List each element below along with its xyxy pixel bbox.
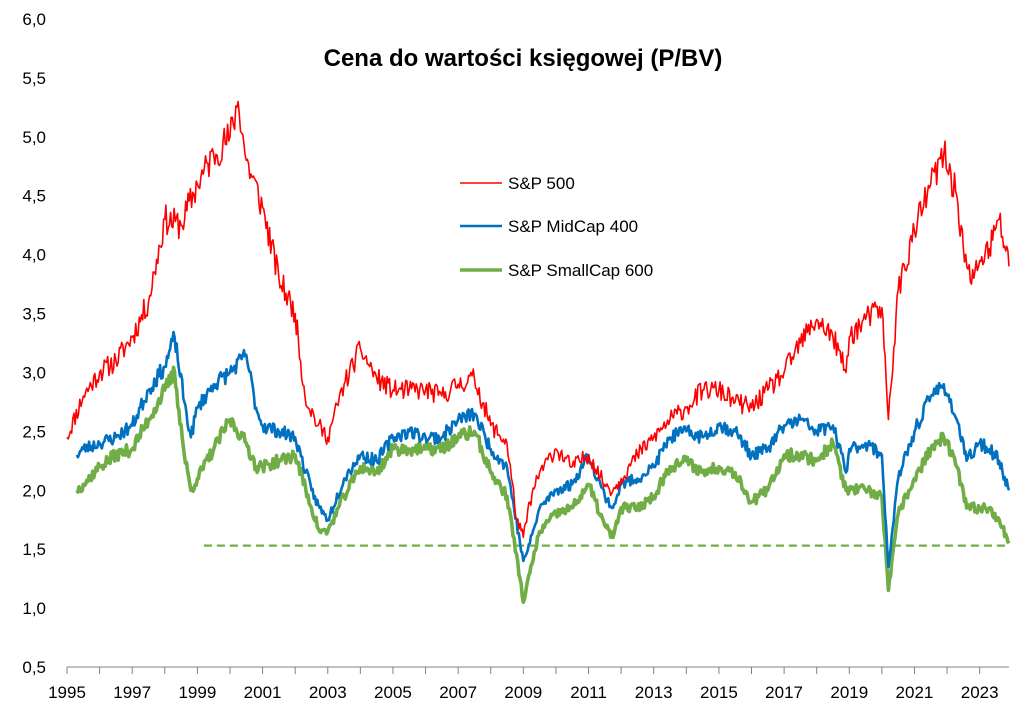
y-tick-label: 3,0 [22,363,46,382]
y-tick-label: 1,5 [22,540,46,559]
y-tick-label: 3,5 [22,305,46,324]
x-tick-label: 1997 [113,683,151,702]
x-tick-label: 2005 [374,683,412,702]
y-tick-label: 5,5 [22,69,46,88]
legend: S&P 500 S&P MidCap 400 S&P SmallCap 600 [460,174,653,280]
x-tick-label: 2011 [570,683,607,702]
series-group [66,100,1011,604]
legend-label: S&P MidCap 400 [508,217,638,236]
x-tick-label: 2009 [504,683,542,702]
y-tick-label: 4,0 [22,246,46,265]
y-tick-label: 2,5 [22,422,46,441]
x-tick-label: 2001 [244,683,282,702]
chart-title: Cena do wartości księgowej (P/BV) [324,45,723,72]
x-tick-label: 2019 [830,683,868,702]
x-axis: 1995 1997 1999 2001 2003 2005 2007 2009 2011 2013… [48,666,1009,702]
y-tick-label: 5,0 [22,128,46,147]
series-line-midcap400 [75,330,1011,569]
x-tick-label: 1999 [178,683,216,702]
legend-label: S&P 500 [508,174,575,193]
y-tick-label: 6,0 [22,10,46,29]
x-tick-label: 2003 [309,683,347,702]
x-tick-label: 2023 [961,683,999,702]
x-tick-label: 2007 [439,683,477,702]
y-tick-label: 0,5 [22,658,46,677]
x-tick-label: 1995 [48,683,86,702]
y-tick-label: 2,0 [22,481,46,500]
legend-label: S&P SmallCap 600 [508,261,653,280]
y-axis-labels: 0,5 1,0 1,5 2,0 2,5 3,0 3,5 4,0 4,5 5,0 5,5 6,0 [22,10,46,677]
y-tick-label: 1,0 [22,599,46,618]
x-tick-label: 2021 [896,683,934,702]
series-line-sp500 [66,100,1010,539]
x-tick-label: 2017 [765,683,803,702]
x-tick-label: 2015 [700,683,738,702]
y-tick-label: 4,5 [22,187,46,206]
series-line-smallcap600 [75,365,1011,604]
x-tick-label: 2013 [635,683,673,702]
